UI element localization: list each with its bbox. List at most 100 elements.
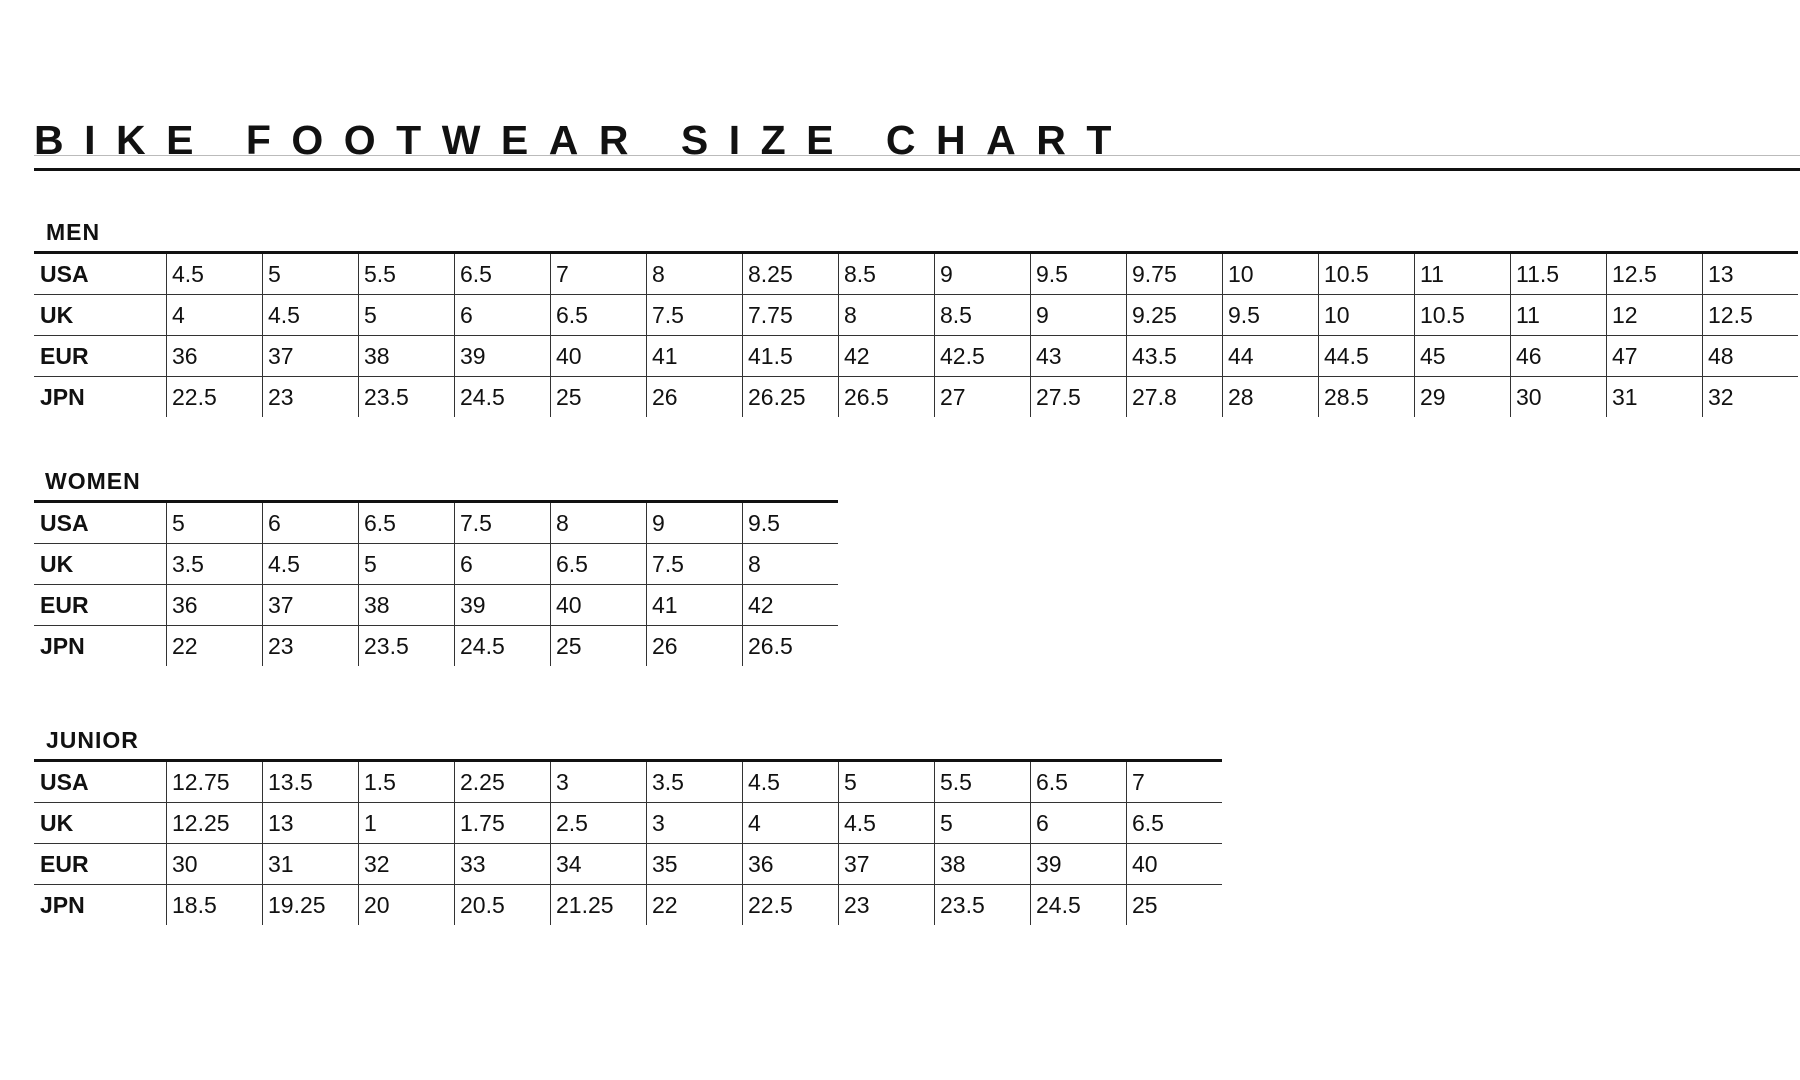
size-cell: 8.25 bbox=[742, 251, 839, 295]
size-cell: 24.5 bbox=[454, 625, 551, 666]
table-row-jpn: JPN 22.5 23 23.5 24.5 25 26 26.25 26.5 27 27.5 27.8… bbox=[34, 376, 1798, 417]
size-cell: 10.5 bbox=[1414, 294, 1511, 336]
size-cell: 40 bbox=[1126, 843, 1222, 885]
size-cell: 8 bbox=[742, 543, 838, 585]
table-row-eur: EUR 36 37 38 39 40 41 42 bbox=[34, 584, 838, 626]
size-cell: 3.5 bbox=[166, 543, 263, 585]
table-row-usa: USA 12.75 13.5 1.5 2.25 3 3.5 4.5 5 5.5 6.5 7 bbox=[34, 759, 1222, 803]
section-label-junior: JUNIOR bbox=[46, 727, 139, 753]
size-cell: 26 bbox=[646, 625, 743, 666]
row-label: EUR bbox=[34, 584, 167, 626]
title-underline-thin bbox=[34, 155, 1800, 156]
size-cell: 22 bbox=[646, 884, 743, 925]
size-cell: 12.25 bbox=[166, 802, 263, 844]
row-label: USA bbox=[34, 251, 167, 295]
size-cell: 12.5 bbox=[1702, 294, 1798, 336]
size-cell: 6 bbox=[1030, 802, 1127, 844]
size-cell: 4 bbox=[742, 802, 839, 844]
size-cell: 26.5 bbox=[838, 376, 935, 417]
size-cell: 7.5 bbox=[646, 543, 743, 585]
row-label: USA bbox=[34, 759, 167, 803]
size-cell: 38 bbox=[934, 843, 1031, 885]
size-cell: 4.5 bbox=[742, 759, 839, 803]
size-cell: 3 bbox=[646, 802, 743, 844]
size-cell: 10.5 bbox=[1318, 251, 1415, 295]
size-cell: 39 bbox=[1030, 843, 1127, 885]
table-row-uk: UK 12.25 13 1 1.75 2.5 3 4 4.5 5 6 6.5 bbox=[34, 802, 1222, 844]
size-cell: 5.5 bbox=[934, 759, 1031, 803]
size-cell: 9 bbox=[1030, 294, 1127, 336]
size-cell: 2.25 bbox=[454, 759, 551, 803]
size-cell: 7.5 bbox=[454, 500, 551, 544]
size-cell: 9 bbox=[934, 251, 1031, 295]
size-cell: 28 bbox=[1222, 376, 1319, 417]
size-cell: 12.5 bbox=[1606, 251, 1703, 295]
size-cell: 6 bbox=[454, 543, 551, 585]
size-cell: 5 bbox=[838, 759, 935, 803]
size-cell: 20.5 bbox=[454, 884, 551, 925]
size-cell: 33 bbox=[454, 843, 551, 885]
size-cell: 37 bbox=[838, 843, 935, 885]
size-cell: 42.5 bbox=[934, 335, 1031, 377]
row-label: JPN bbox=[40, 632, 85, 659]
table-row-jpn: JPN 18.5 19.25 20 20.5 21.25 22 22.5 23 23.5 24.5 2… bbox=[34, 884, 1222, 925]
size-cell: 26.25 bbox=[742, 376, 839, 417]
women-size-table: USA 5 6 6.5 7.5 8 9 9.5 UK 3.5 4.5 5 6 6.5 7.5 8 EUR 36 37… bbox=[34, 500, 838, 666]
size-cell: 27.8 bbox=[1126, 376, 1223, 417]
size-cell: 30 bbox=[166, 843, 263, 885]
size-cell: 1.75 bbox=[454, 802, 551, 844]
title-divider bbox=[34, 168, 1800, 171]
size-cell: 25 bbox=[1126, 884, 1222, 925]
size-cell: 13.5 bbox=[262, 759, 359, 803]
size-cell: 25 bbox=[550, 376, 647, 417]
size-cell: 31 bbox=[1606, 376, 1703, 417]
size-cell: 12.75 bbox=[166, 759, 263, 803]
size-cell: 13 bbox=[1702, 251, 1798, 295]
size-cell: 5 bbox=[358, 294, 455, 336]
size-cell: 9.25 bbox=[1126, 294, 1223, 336]
row-label: JPN bbox=[40, 383, 85, 410]
table-row-usa: USA 4.5 5 5.5 6.5 7 8 8.25 8.5 9 9.5 9.75 10 10.5 11 11… bbox=[34, 251, 1798, 295]
row-label: UK bbox=[34, 294, 167, 336]
size-cell: 32 bbox=[1702, 376, 1798, 417]
size-cell: 40 bbox=[550, 335, 647, 377]
size-cell: 48 bbox=[1702, 335, 1798, 377]
size-cell: 3.5 bbox=[646, 759, 743, 803]
size-cell: 3 bbox=[550, 759, 647, 803]
size-cell: 6.5 bbox=[550, 294, 647, 336]
size-cell: 6 bbox=[454, 294, 551, 336]
table-row-uk: UK 4 4.5 5 6 6.5 7.5 7.75 8 8.5 9 9.25 9.5 10 10.5 11 12… bbox=[34, 294, 1798, 336]
size-cell: 4 bbox=[166, 294, 263, 336]
size-cell: 5 bbox=[166, 500, 263, 544]
size-cell: 23 bbox=[262, 625, 359, 666]
size-cell: 22.5 bbox=[742, 884, 839, 925]
size-cell: 7.75 bbox=[742, 294, 839, 336]
size-cell: 36 bbox=[166, 335, 263, 377]
size-cell: 36 bbox=[742, 843, 839, 885]
size-cell: 43.5 bbox=[1126, 335, 1223, 377]
size-cell: 47 bbox=[1606, 335, 1703, 377]
size-cell: 37 bbox=[262, 335, 359, 377]
size-cell: 42 bbox=[838, 335, 935, 377]
size-cell: 21.25 bbox=[550, 884, 647, 925]
size-cell: 11 bbox=[1510, 294, 1607, 336]
size-cell: 44.5 bbox=[1318, 335, 1415, 377]
size-cell: 11 bbox=[1414, 251, 1511, 295]
size-cell: 13 bbox=[262, 802, 359, 844]
size-cell: 26.5 bbox=[742, 625, 838, 666]
size-cell: 29 bbox=[1414, 376, 1511, 417]
table-row-usa: USA 5 6 6.5 7.5 8 9 9.5 bbox=[34, 500, 838, 544]
size-cell: 23 bbox=[838, 884, 935, 925]
size-cell: 6.5 bbox=[454, 251, 551, 295]
table-row-eur: EUR 30 31 32 33 34 35 36 37 38 39 40 bbox=[34, 843, 1222, 885]
size-cell: 5.5 bbox=[358, 251, 455, 295]
size-cell: 9.5 bbox=[742, 500, 838, 544]
size-cell: 39 bbox=[454, 335, 551, 377]
row-label: UK bbox=[34, 802, 167, 844]
size-cell: 8.5 bbox=[838, 251, 935, 295]
size-cell: 24.5 bbox=[454, 376, 551, 417]
page-title: BIKE FOOTWEAR SIZE CHART bbox=[34, 117, 1132, 163]
size-cell: 12 bbox=[1606, 294, 1703, 336]
size-cell: 20 bbox=[358, 884, 455, 925]
size-cell: 7 bbox=[1126, 759, 1222, 803]
